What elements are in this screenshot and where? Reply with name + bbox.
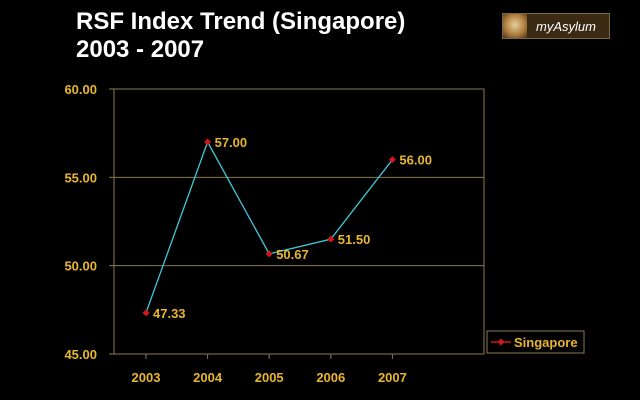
x-tick-label: 2004 [193,370,223,385]
data-point-marker [204,138,212,146]
chart-title-line2: 2003 - 2007 [76,36,205,63]
data-point-marker [265,250,273,258]
x-tick-label: 2007 [378,370,407,385]
x-tick-label: 2006 [316,370,345,385]
logo-face-icon [503,14,527,38]
data-label: 47.33 [153,306,186,321]
data-label: 57.00 [215,135,248,150]
axes-layer: 45.00 50.00 55.00 60.00 2003 2004 2005 2006 2007 [64,82,485,385]
chart-title: RSF Index Trend (Singapore) 2003 - 2007 [76,8,405,64]
y-tick-label: 55.00 [64,170,97,185]
myasylum-logo: myAsylum [502,13,610,39]
legend-layer: Singapore [486,330,585,354]
y-tick-label: 50.00 [64,259,97,274]
legend-marker-swatch [497,338,505,346]
data-label: 50.67 [276,247,309,262]
grid-layer [114,176,484,267]
chart-title-line1: RSF Index Trend (Singapore) [76,8,406,35]
data-point-marker [142,309,150,317]
y-tick-label: 45.00 [64,347,97,362]
legend-box [486,330,585,354]
y-tick-label: 60.00 [64,82,97,97]
series-layer [142,138,396,317]
data-point-marker [327,235,335,243]
plot-area-border [113,88,485,355]
x-tick-label: 2005 [255,370,284,385]
legend-label: Singapore [514,335,578,350]
x-tick-label: 2003 [132,370,161,385]
labels-layer: 47.33 57.00 50.67 51.50 56.00 [153,135,432,321]
data-label: 56.00 [399,153,432,168]
data-label: 51.50 [338,232,371,247]
logo-text: myAsylum [536,18,596,34]
series-line-singapore [145,140,393,314]
data-point-marker [388,156,396,164]
